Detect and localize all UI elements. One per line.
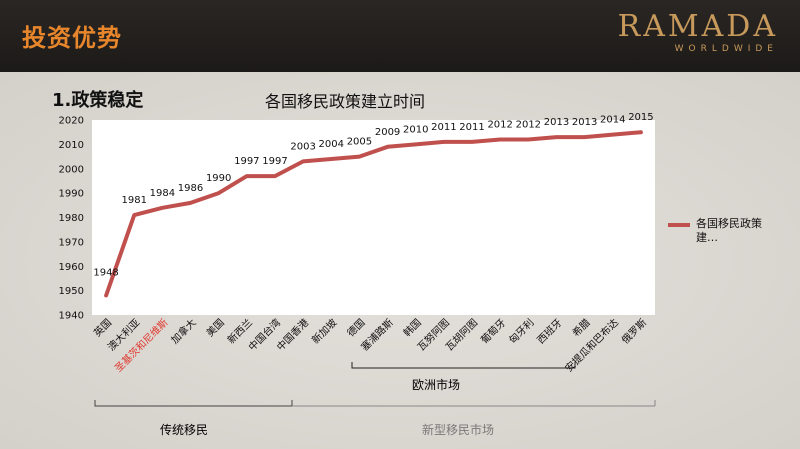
data-label: 2013 — [544, 117, 569, 128]
x-tick-label: 俄罗斯 — [619, 316, 649, 346]
data-point — [217, 191, 221, 195]
data-point — [639, 130, 643, 134]
page-title: 投资优势 — [22, 24, 122, 52]
data-label: 1984 — [150, 188, 175, 199]
data-label: 2003 — [290, 141, 315, 152]
data-label: 2012 — [487, 120, 512, 131]
data-point — [329, 157, 333, 161]
x-tick-label: 韩国 — [401, 316, 424, 339]
legend-swatch — [668, 223, 690, 227]
y-tick-label: 1940 — [59, 311, 84, 322]
data-point — [470, 140, 474, 144]
data-label: 1986 — [178, 183, 203, 194]
x-tick-label: 英国 — [91, 316, 114, 339]
y-tick-label: 1950 — [59, 286, 84, 297]
group-label-emerging: 新型移民市场 — [422, 423, 495, 437]
data-label: 2009 — [375, 127, 400, 138]
y-tick-label: 2000 — [59, 164, 84, 175]
y-tick-label: 1960 — [59, 262, 84, 273]
data-point — [357, 155, 361, 159]
section-heading: 1.政策稳定 — [52, 90, 144, 111]
data-point — [245, 174, 249, 178]
data-point — [189, 201, 193, 205]
group-bracket — [351, 362, 576, 369]
plot-area — [92, 120, 655, 315]
data-point — [554, 135, 558, 139]
data-label: 1997 — [262, 156, 287, 167]
data-label: 2010 — [403, 124, 428, 135]
chart-title: 各国移民政策建立时间 — [265, 92, 426, 111]
y-tick-label: 1970 — [59, 237, 84, 248]
data-label: 1997 — [234, 156, 259, 167]
data-label: 2011 — [459, 122, 484, 133]
x-tick-label: 匈牙利 — [506, 316, 536, 346]
data-point — [526, 138, 530, 141]
group-label-europe: 欧洲市场 — [412, 378, 461, 392]
chart-legend: 各国移民政策建… — [668, 217, 764, 245]
data-label: 1990 — [206, 173, 231, 184]
data-point — [386, 145, 390, 149]
logo-tagline: WORLDWIDE — [674, 44, 778, 54]
header-bar: 投资优势 RAMADA WORLDWIDE — [0, 0, 800, 72]
x-tick-label: 美国 — [203, 316, 226, 339]
x-tick-label: 西班牙 — [535, 317, 565, 347]
data-label: 2004 — [319, 139, 344, 150]
data-point — [132, 213, 136, 217]
logo-wordmark: RAMADA — [617, 9, 778, 44]
group-label-traditional: 传统移民 — [160, 423, 209, 437]
x-tick-label: 德国 — [344, 316, 367, 339]
series-line — [104, 130, 643, 298]
data-point — [442, 140, 446, 144]
legend-label: 各国移民政策建… — [696, 217, 762, 244]
data-label: 1948 — [93, 268, 118, 279]
data-point — [301, 159, 305, 163]
data-point — [611, 133, 615, 137]
data-point — [498, 138, 502, 141]
y-tick-label: 1990 — [59, 189, 84, 200]
data-label: 2015 — [628, 112, 653, 123]
x-tick-label: 加拿大 — [168, 316, 198, 346]
data-label: 2005 — [347, 137, 372, 148]
data-point — [414, 142, 418, 146]
y-tick-label: 2010 — [59, 140, 84, 151]
y-tick-label: 2020 — [59, 116, 84, 127]
data-label: 2014 — [600, 115, 625, 126]
data-point — [273, 174, 277, 178]
data-label: 2013 — [572, 117, 597, 128]
x-tick-label: 新加坡 — [309, 316, 339, 346]
brand-logo: RAMADA WORLDWIDE — [617, 9, 778, 55]
y-tick-label: 1980 — [59, 213, 84, 224]
group-bracket — [94, 400, 293, 407]
data-point — [104, 294, 108, 297]
x-tick-label: 希腊 — [569, 316, 592, 339]
data-label: 1981 — [121, 195, 146, 206]
data-label: 2012 — [516, 120, 541, 131]
data-point — [160, 206, 164, 210]
x-tick-label: 葡萄牙 — [478, 316, 508, 346]
data-point — [583, 135, 587, 139]
data-label: 2011 — [431, 122, 456, 133]
